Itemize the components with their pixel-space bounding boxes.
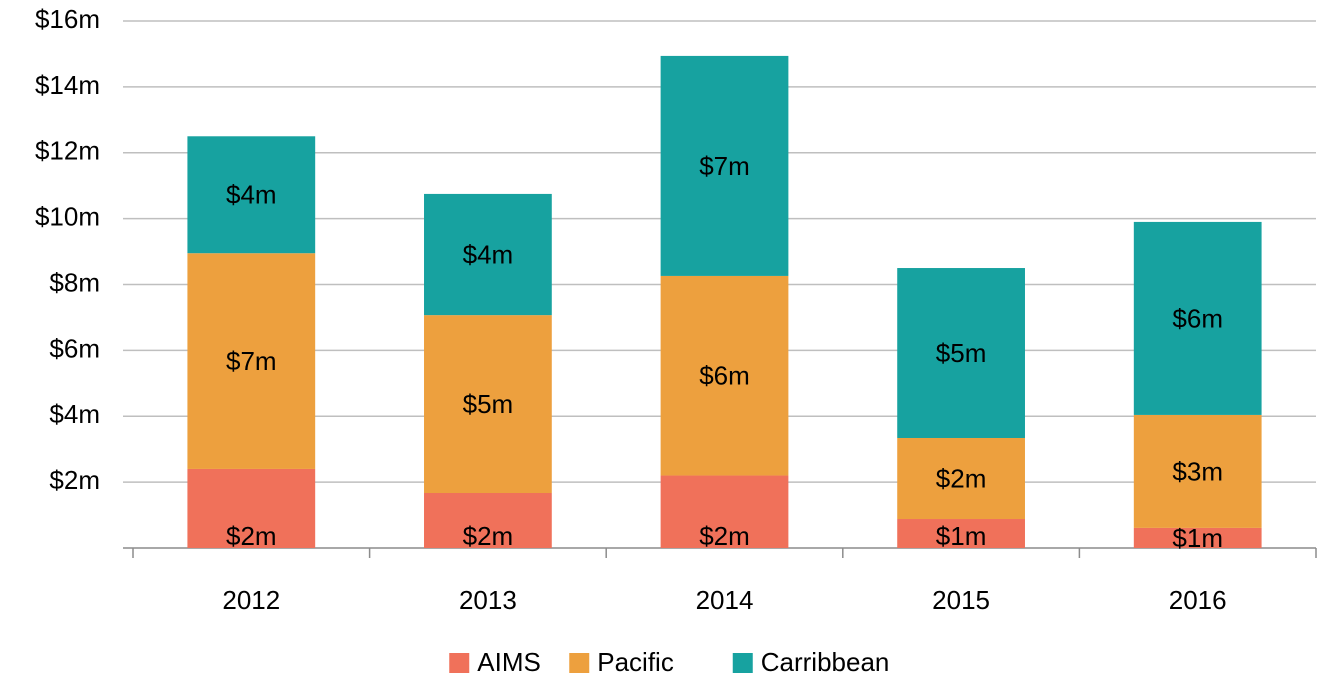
data-label: $5m [936,338,987,368]
data-label: $6m [699,361,750,391]
bar-segment [660,475,789,548]
y-tick-label: $16m [35,4,100,34]
x-tick-label: 2016 [1169,585,1227,615]
y-tick-label: $12m [35,136,100,166]
x-tick-label: 2015 [932,585,990,615]
bar-segment [660,275,789,476]
legend-label: Pacific [597,647,674,677]
data-label: $4m [463,239,514,269]
bar-segment [897,268,1025,438]
x-tick-label: 2013 [459,585,517,615]
data-label: $5m [463,389,514,419]
data-label: $1m [936,521,987,551]
data-label: $4m [226,180,277,210]
legend-swatch [449,653,470,673]
bar-segment [187,253,316,469]
data-label: $2m [226,521,277,551]
legend-swatch [569,653,590,673]
legend-label: AIMS [477,647,541,677]
bar-segment [897,519,1025,548]
y-tick-label: $2m [49,465,100,495]
bar-segment [1133,221,1262,415]
y-tick-label: $4m [49,399,100,429]
bar-segment [660,55,789,276]
data-label: $2m [463,521,514,551]
bar-segment [187,468,316,548]
bar-segment [424,315,552,493]
y-tick-label: $6m [49,333,100,363]
x-tick-label: 2012 [222,585,280,615]
data-label: $6m [1172,303,1223,333]
x-tick-label: 2014 [696,585,754,615]
bar-segment [1133,527,1262,548]
y-tick-label: $8m [49,267,100,297]
data-label: $3m [1172,456,1223,486]
legend-swatch [732,653,753,673]
bar-segment [424,193,552,316]
data-label: $2m [699,521,750,551]
bar-segment [897,437,1025,520]
bar-segment [1133,414,1262,528]
bar-segment [187,136,316,254]
data-label: $7m [226,346,277,376]
bar-segment [424,492,552,548]
data-label: $2m [936,463,987,493]
legend-label: Carribbean [761,647,890,677]
y-tick-label: $10m [35,202,100,232]
y-tick-label: $14m [35,70,100,100]
data-label: $7m [699,151,750,181]
